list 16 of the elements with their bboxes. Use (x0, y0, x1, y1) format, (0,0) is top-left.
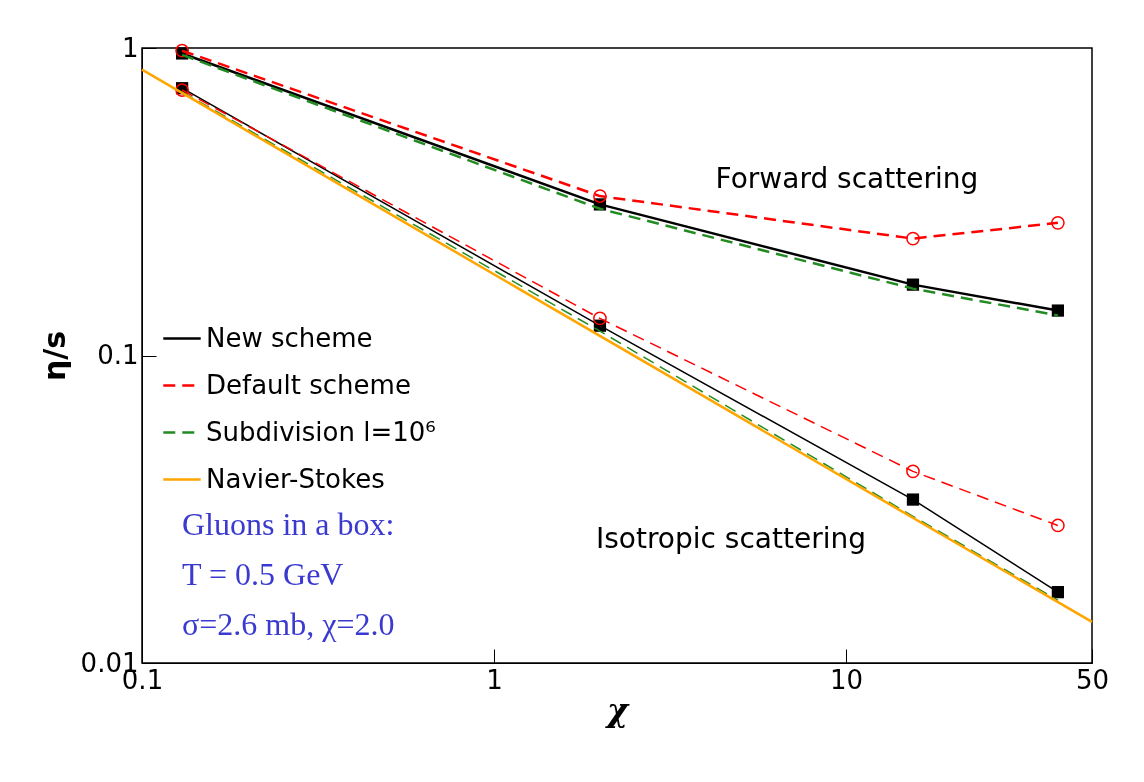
annotation: Gluons in a box: (182, 505, 395, 542)
legend-label: Subdivision l=10⁶ (206, 416, 436, 447)
annotation: Forward scattering (715, 162, 979, 196)
annotation: σ=2.6 mb, χ=2.0 (182, 606, 395, 643)
y-axis-title: η/s (36, 330, 72, 382)
x-tick-label: 1 (486, 664, 503, 695)
legend-label: Navier-Stokes (206, 463, 385, 494)
x-axis-title: χ (604, 690, 630, 729)
legend-label: New scheme (206, 322, 373, 353)
y-tick-label: 1 (121, 32, 139, 63)
x-tick-label: 50 (1075, 664, 1110, 695)
legend-label: Default scheme (206, 369, 411, 400)
x-tick-label: 10 (829, 664, 864, 695)
annotation: Isotropic scattering (596, 522, 866, 555)
annotation: T = 0.5 GeV (182, 556, 344, 593)
y-tick-label: 0.1 (97, 340, 139, 370)
